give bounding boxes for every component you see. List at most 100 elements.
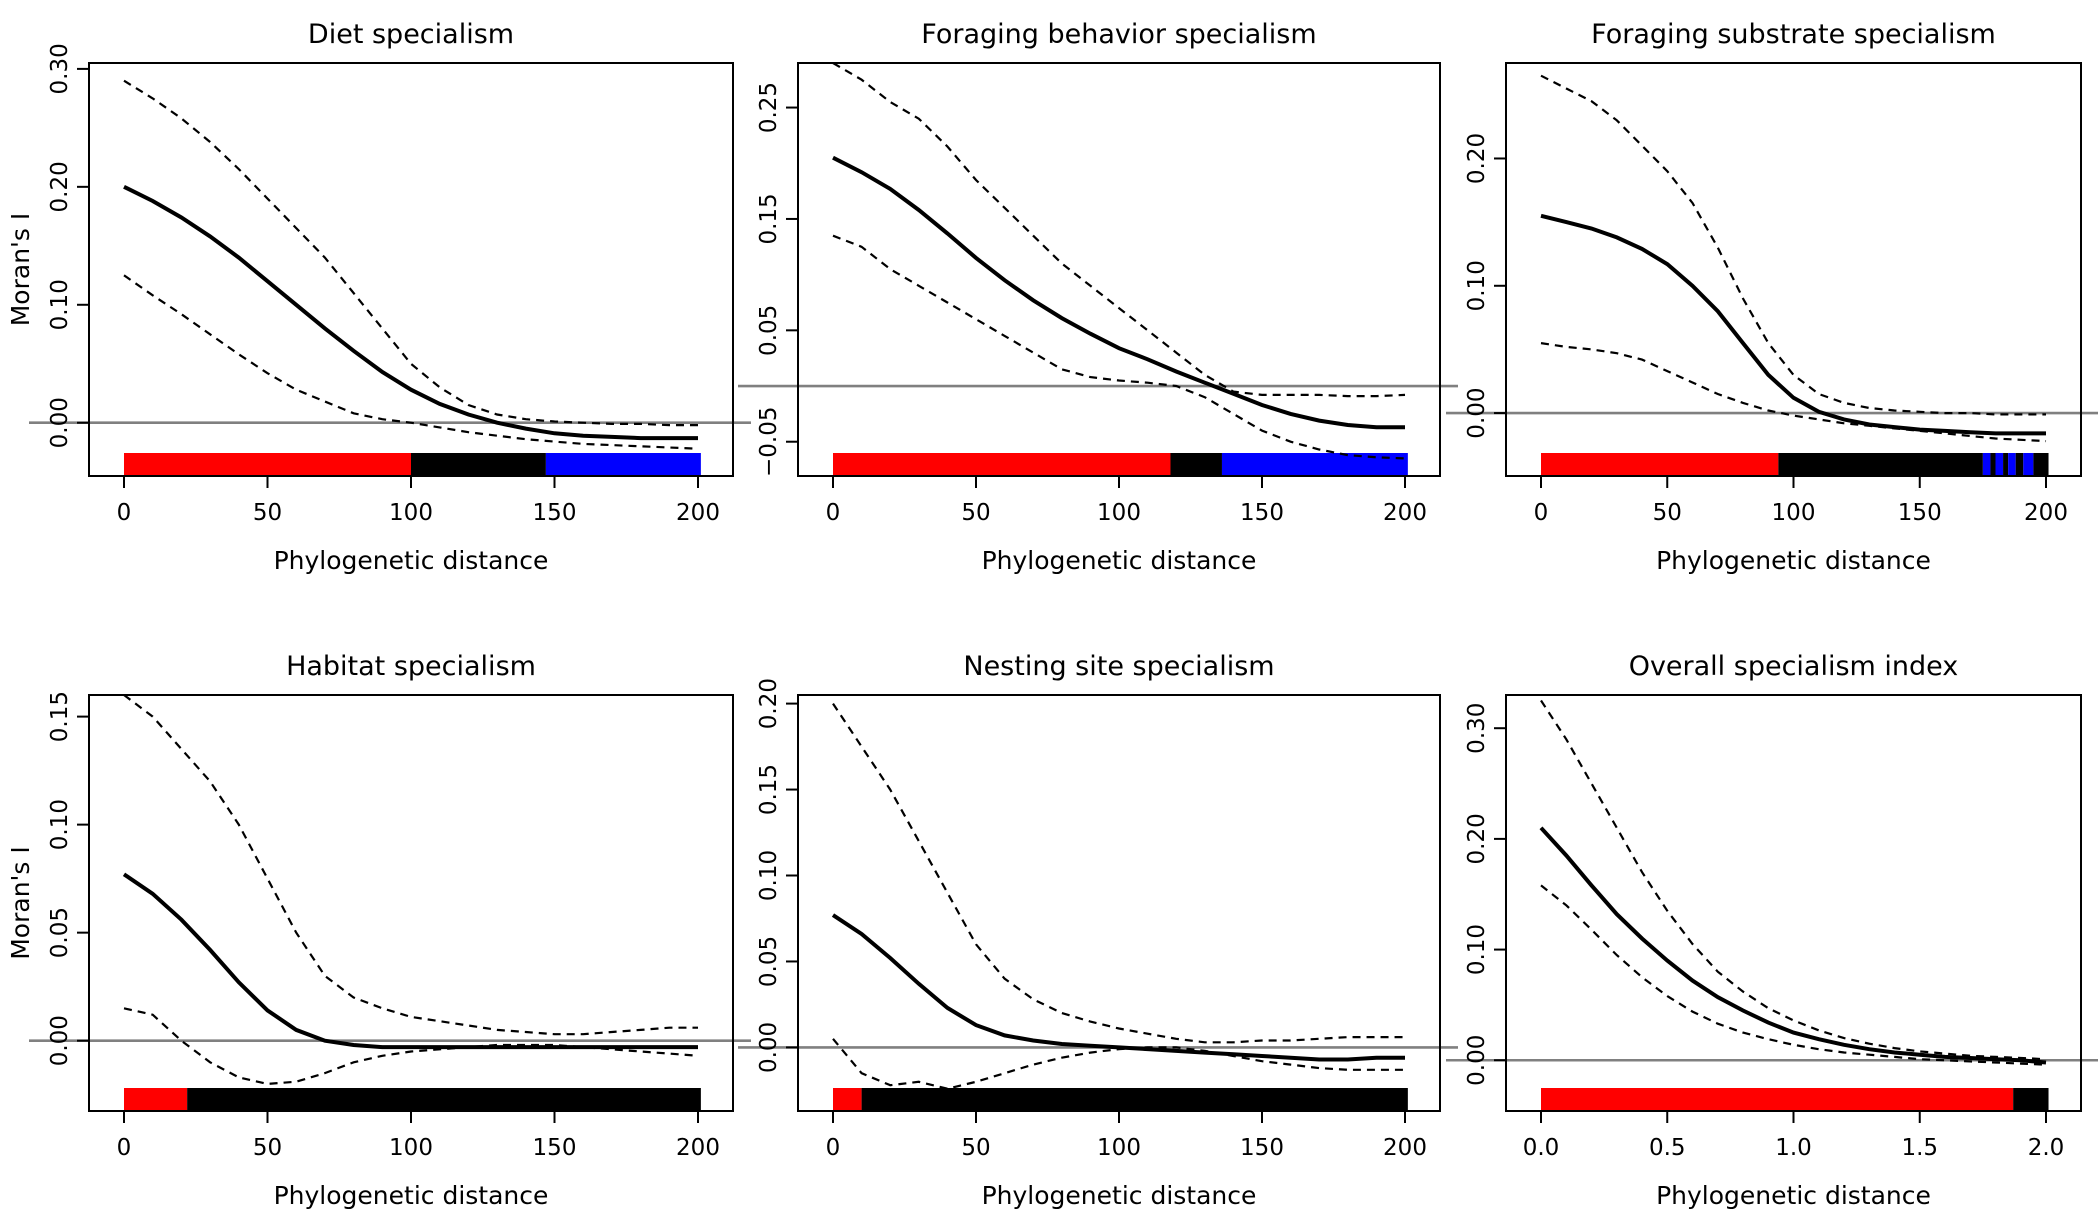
x-tick-label: 100 xyxy=(389,500,433,526)
x-tick-label: 0.0 xyxy=(1523,1135,1560,1161)
y-axis-label: Moran's I xyxy=(6,213,35,327)
y-tick-label: 0.10 xyxy=(756,850,782,901)
x-tick-label: 0 xyxy=(826,500,841,526)
significance-segment xyxy=(187,1088,701,1112)
confidence-bound-line xyxy=(123,1007,699,1086)
significance-segment xyxy=(861,1088,1408,1112)
x-tick-label: 50 xyxy=(1653,500,1682,526)
significance-segment xyxy=(1990,453,1996,477)
y-tick-label: 0.15 xyxy=(756,764,782,815)
x-tick-label: 0.5 xyxy=(1649,1135,1686,1161)
significance-segment xyxy=(1982,453,1991,477)
significance-segment xyxy=(2013,1088,2049,1112)
y-tick-label: 0.10 xyxy=(1464,260,1490,311)
x-axis-label: Phylogenetic distance xyxy=(1656,546,1931,575)
y-tick-label: 0.30 xyxy=(1464,703,1490,754)
x-tick-label: 50 xyxy=(961,1135,990,1161)
significance-segment xyxy=(833,453,1171,477)
significance-segment xyxy=(545,453,701,477)
x-tick-label: 0 xyxy=(117,1135,132,1161)
x-tick-label: 100 xyxy=(1097,500,1141,526)
significance-segment xyxy=(2023,453,2034,477)
x-tick-label: 150 xyxy=(1240,500,1284,526)
y-tick-label: 0.05 xyxy=(756,936,782,987)
chart-panel-3: Foraging substrate specialism 0 50 100 150 20… xyxy=(1446,19,2098,575)
x-tick-label: 100 xyxy=(1772,500,1816,526)
confidence-bound-line xyxy=(832,62,1406,398)
chart-title: Habitat specialism xyxy=(286,651,536,682)
x-tick-label: 0 xyxy=(1534,500,1549,526)
x-tick-label: 100 xyxy=(1097,1135,1141,1161)
x-tick-label: 150 xyxy=(1898,500,1942,526)
x-tick-label: 50 xyxy=(253,500,282,526)
x-tick-label: 2.0 xyxy=(2028,1135,2065,1161)
plot-frame xyxy=(88,62,734,477)
x-tick-label: 200 xyxy=(2024,500,2068,526)
chart-title: Foraging behavior specialism xyxy=(921,19,1316,50)
confidence-bound-line xyxy=(123,79,698,427)
x-axis-label: Phylogenetic distance xyxy=(274,1181,549,1210)
x-tick-label: 1.5 xyxy=(1901,1135,1938,1161)
y-tick-label: 0.10 xyxy=(47,799,73,850)
morans-i-line xyxy=(122,872,698,1050)
chart-panel-5: Nesting site specialism 0 50 100 150 200 0.00 0… xyxy=(738,651,1458,1210)
significance-segment xyxy=(1221,453,1408,477)
x-tick-label: 0 xyxy=(826,1135,841,1161)
confidence-bound-line xyxy=(832,702,1405,1044)
chart-title: Nesting site specialism xyxy=(963,651,1274,682)
y-tick-label: 0.00 xyxy=(1464,387,1490,438)
y-tick-label: 0.30 xyxy=(47,43,73,94)
morans-i-line xyxy=(1540,213,2046,436)
x-tick-label: 0 xyxy=(117,500,132,526)
y-tick-label: 0.15 xyxy=(47,691,73,742)
x-axis-label: Phylogenetic distance xyxy=(1656,1181,1931,1210)
chart-title: Foraging substrate specialism xyxy=(1591,19,1996,50)
significance-segment xyxy=(1541,453,1779,477)
y-tick-label: 0.25 xyxy=(756,82,782,133)
confidence-bound-line xyxy=(1540,74,2046,416)
chart-panel-4: Habitat specialism 0 50 100 150 200 0.00 0.05 0.… xyxy=(6,651,751,1210)
y-tick-label: 0.00 xyxy=(1464,1035,1490,1086)
confidence-bound-line xyxy=(1540,342,2047,443)
significance-segment xyxy=(124,453,411,477)
y-tick-label: 0.20 xyxy=(756,678,782,729)
y-tick-label: 0.05 xyxy=(47,907,73,958)
significance-segment xyxy=(411,453,546,477)
confidence-bound-line xyxy=(1540,884,2047,1066)
x-tick-label: 50 xyxy=(253,1135,282,1161)
chart-panel-6: Overall specialism index 0.0 0.5 1.0 1.5 2.0 0… xyxy=(1446,651,2098,1210)
x-tick-label: 200 xyxy=(1383,1135,1427,1161)
morans-i-line xyxy=(1539,826,2047,1065)
chart-title: Overall specialism index xyxy=(1629,651,1959,682)
confidence-bound-line xyxy=(832,234,1406,460)
y-tick-label: 0.15 xyxy=(756,193,782,244)
confidence-bound-line xyxy=(1540,699,2047,1061)
x-tick-label: 200 xyxy=(1383,500,1427,526)
x-tick-label: 200 xyxy=(676,1135,720,1161)
plot-frame xyxy=(797,62,1441,477)
significance-segment xyxy=(2033,453,2049,477)
x-axis-label: Phylogenetic distance xyxy=(982,1181,1257,1210)
significance-segment xyxy=(1541,1088,2014,1112)
significance-segment xyxy=(2008,453,2016,477)
plot-frame xyxy=(1505,694,2082,1112)
x-tick-label: 50 xyxy=(961,500,990,526)
confidence-bound-line xyxy=(123,694,698,1036)
significance-segment xyxy=(833,1088,862,1112)
y-tick-label: −0.05 xyxy=(756,406,782,476)
y-tick-label: 0.20 xyxy=(1464,813,1490,864)
y-tick-label: 0.05 xyxy=(756,305,782,356)
x-tick-label: 200 xyxy=(676,500,720,526)
x-tick-label: 1.0 xyxy=(1775,1135,1812,1161)
x-tick-label: 150 xyxy=(533,1135,577,1161)
chart-panel-2: Foraging behavior specialism 0 50 100 150 200… xyxy=(738,19,1458,575)
x-axis-label: Phylogenetic distance xyxy=(274,546,549,575)
significance-segment xyxy=(2003,453,2009,477)
morans-i-line xyxy=(832,155,1405,430)
y-axis-label: Moran's I xyxy=(6,846,35,960)
morans-i-line xyxy=(123,185,698,441)
y-tick-label: 0.00 xyxy=(756,1022,782,1073)
x-tick-label: 100 xyxy=(389,1135,433,1161)
